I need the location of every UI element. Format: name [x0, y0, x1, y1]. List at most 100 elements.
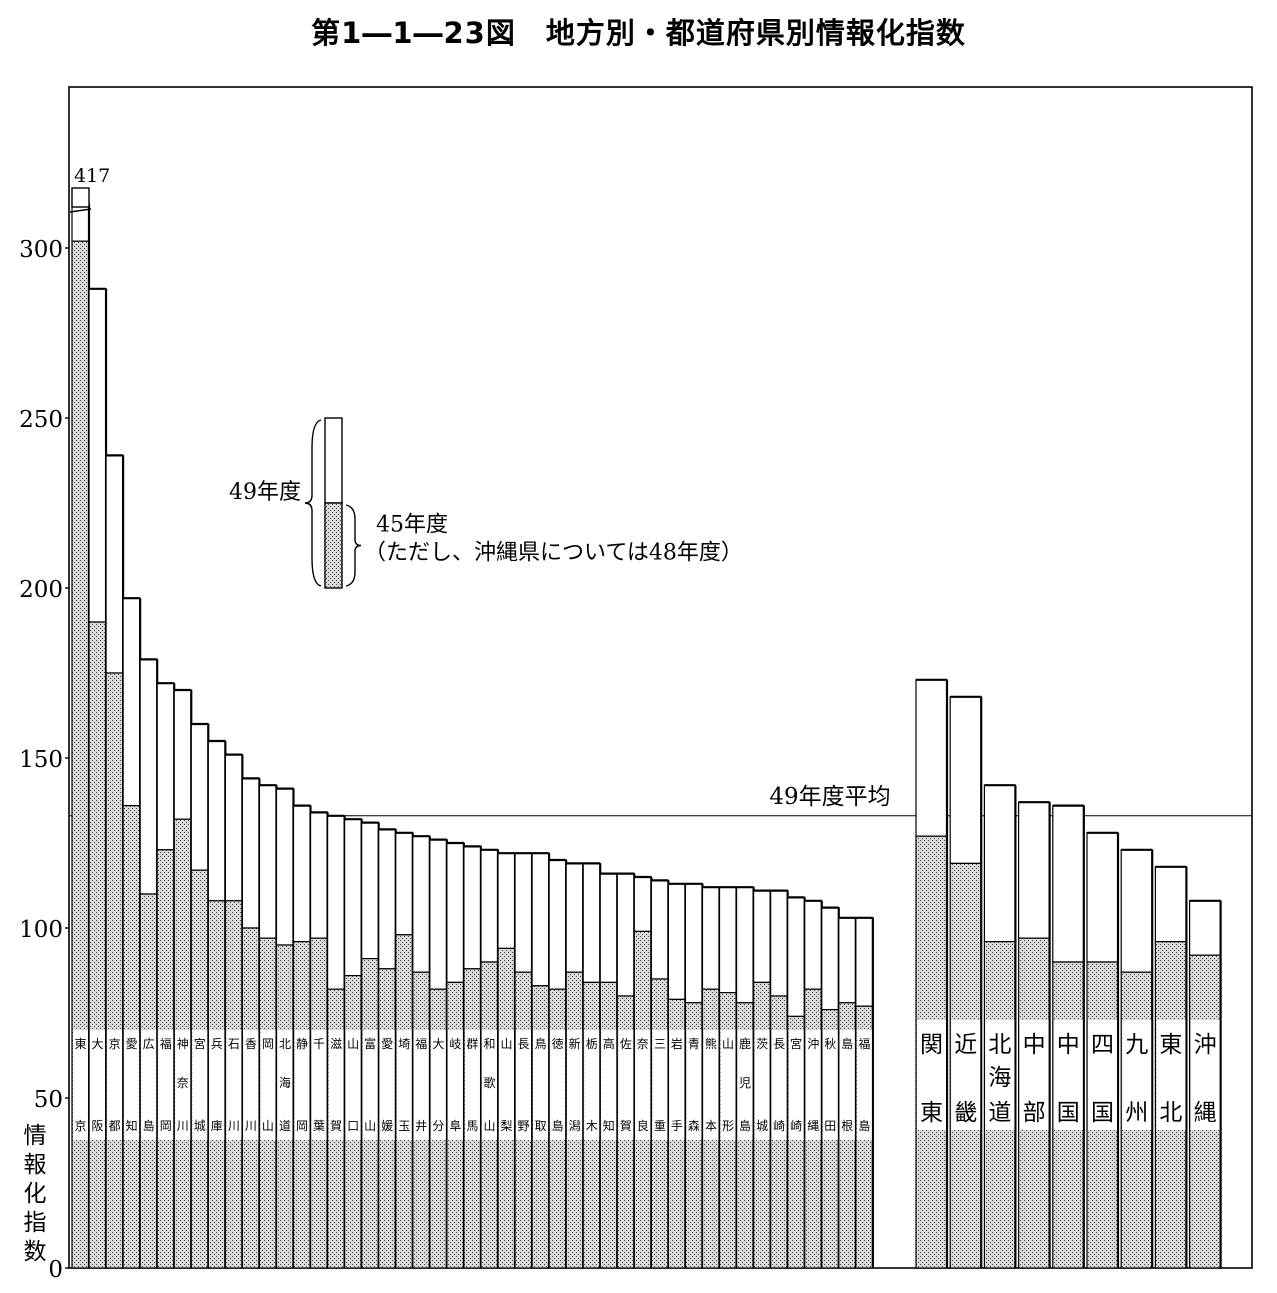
- bar-category-label: 高: [603, 1036, 615, 1051]
- bar-category-label: 茨: [756, 1037, 768, 1051]
- bar-49-segment: [429, 838, 448, 990]
- bar-label-panel: [175, 1030, 191, 1140]
- bar-category-label: 媛: [381, 1119, 393, 1133]
- bar-49-segment: [531, 852, 550, 987]
- bar-49-segment: [258, 784, 278, 939]
- bar-label-panel: [550, 1030, 566, 1140]
- bar-category-label: 崎: [773, 1119, 785, 1133]
- bar-category-label: 岐: [449, 1037, 461, 1051]
- bar-category-label: 道: [988, 1100, 1011, 1126]
- bar-label-panel: [618, 1030, 634, 1140]
- bar-category-label: 道: [279, 1119, 291, 1133]
- bar-49-segment: [565, 862, 584, 973]
- bar-category-label: 新: [569, 1036, 581, 1051]
- bar-label-panel: [635, 1030, 651, 1140]
- bar-category-label: 馬: [466, 1119, 478, 1133]
- bar-49-segment: [1052, 804, 1085, 963]
- bar-49-segment: [804, 900, 823, 990]
- bar-label-panel: [107, 1030, 123, 1140]
- bar-label-panel: [805, 1030, 821, 1140]
- bar-category-label: 東: [74, 1037, 86, 1051]
- bar-label-panel: [90, 1030, 106, 1140]
- bar-label-panel: [362, 1030, 378, 1140]
- bar-label-panel: [601, 1030, 617, 1140]
- bar-49-segment: [787, 896, 806, 1018]
- bar-category-label: 川: [245, 1119, 257, 1133]
- bar-category-label: 重: [654, 1119, 666, 1133]
- bar-49-segment: [838, 917, 857, 1004]
- bar-category-label: 奈: [637, 1037, 649, 1051]
- bar-category-label: 千: [313, 1037, 325, 1051]
- bar-category-label: 野: [518, 1119, 530, 1133]
- bar-category-label: 梨: [500, 1119, 512, 1133]
- bar-label-panel: [413, 1030, 429, 1140]
- bar-category-label: 島: [143, 1118, 155, 1133]
- bar-49-segment: [582, 862, 601, 984]
- bar-category-label: 縄: [1194, 1100, 1217, 1126]
- bar-49-segment: [327, 815, 346, 990]
- bar-label-panel: [533, 1030, 549, 1140]
- bar-category-label: 九: [1125, 1032, 1148, 1058]
- bar-label-panel: [516, 1030, 532, 1140]
- bar-49-segment: [190, 723, 209, 871]
- bar-category-label: 部: [1023, 1100, 1046, 1126]
- bar-label-panel: [652, 1030, 668, 1140]
- legend-swatch-49: [324, 417, 343, 504]
- y-axis-label: 情報化指数: [23, 1123, 47, 1265]
- bar-category-label: 山: [347, 1037, 359, 1051]
- bar-category-label: 山: [262, 1119, 274, 1133]
- bar-category-label: 鹿: [739, 1036, 751, 1051]
- bar-label-panel: [720, 1030, 736, 1140]
- bar-category-label: 近: [954, 1032, 977, 1058]
- bar-49-segment: [616, 872, 635, 997]
- bar-49-segment: [633, 876, 652, 933]
- bar-49-segment: [378, 828, 397, 970]
- y-tick-label: 200: [19, 577, 63, 603]
- bar-49-segment: [718, 886, 738, 994]
- bar-49-segment: [344, 818, 363, 977]
- bar-category-label: 島: [739, 1118, 751, 1133]
- bar-category-label: 神: [177, 1037, 189, 1051]
- bar-49-segment: [684, 883, 704, 1004]
- bar-category-label: 海: [279, 1075, 291, 1090]
- bar-49-segment: [770, 889, 789, 997]
- bar-category-label: 岩: [671, 1036, 683, 1051]
- bar-category-label: 富: [364, 1036, 376, 1051]
- y-tick-label: 100: [19, 917, 63, 943]
- bar-49-segment: [173, 689, 192, 820]
- bar-category-label: 国: [1057, 1100, 1080, 1126]
- bar-label-panel: [260, 1030, 276, 1140]
- bar-category-label: 大: [92, 1037, 104, 1051]
- bar-label-panel: [499, 1030, 514, 1140]
- bar-label-panel: [703, 1030, 719, 1140]
- bar-category-label: 根: [841, 1119, 853, 1133]
- bar-label-panel: [243, 1030, 259, 1140]
- bar-category-label: 福: [858, 1036, 870, 1051]
- bar-45-segment: [88, 621, 107, 1269]
- bar-49-segment: [821, 906, 840, 1011]
- bar-label-panel: [822, 1030, 838, 1140]
- bar-49-segment: [446, 842, 465, 983]
- bar-break-line: [69, 208, 92, 213]
- bar-category-label: 香: [245, 1037, 257, 1051]
- bar-category-label: 賀: [620, 1119, 632, 1133]
- bar-label-panel: [379, 1030, 395, 1140]
- bar-label-panel: [951, 1020, 981, 1130]
- bar-category-label: 宮: [194, 1036, 206, 1051]
- bar-category-label: 山: [500, 1037, 512, 1051]
- bar-category-label: 城: [194, 1119, 206, 1133]
- bar-category-label: 知: [603, 1119, 615, 1133]
- bar-category-label: 山: [483, 1119, 495, 1133]
- bar-category-label: 田: [824, 1119, 836, 1133]
- bar-category-label: 川: [177, 1119, 189, 1133]
- bar-category-label: 京: [74, 1119, 86, 1133]
- bar-label-panel: [345, 1030, 361, 1140]
- bar-label-panel: [396, 1030, 412, 1140]
- bar-49-segment: [207, 740, 226, 902]
- bar-category-label: 賀: [330, 1119, 342, 1133]
- bar-category-label: 愛: [381, 1037, 393, 1051]
- bar-category-label: 石: [228, 1037, 240, 1051]
- bar-break-value: 417: [74, 165, 110, 187]
- bar-49-segment: [139, 658, 158, 895]
